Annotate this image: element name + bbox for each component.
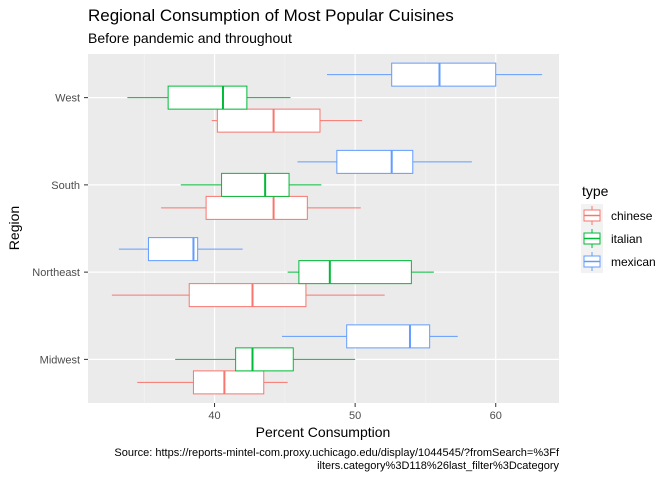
y-tick-label: Midwest [40,354,80,366]
legend-label-italian: italian [611,232,642,246]
box-layer [111,62,543,395]
iqr-box [188,283,307,308]
box-mexican-northeast [118,237,243,262]
box-chinese-northeast [111,283,385,308]
box-italian-west [127,85,291,110]
box-mexican-midwest [282,324,458,349]
box-italian-south [180,172,322,197]
box-italian-midwest [175,347,356,372]
legend-item-italian: italian [581,227,642,250]
legend-item-mexican: mexican [581,250,656,273]
axes: 40 50 60 Midwest Northeast South West [32,93,502,422]
iqr-box [167,85,248,110]
iqr-box [192,370,265,395]
iqr-box [205,195,308,220]
iqr-box [147,237,199,262]
y-tick-label: West [55,93,80,105]
y-axis-title: Region [6,206,22,250]
x-axis-title: Percent Consumption [256,424,391,440]
box-chinese-midwest [137,370,288,395]
box-italian-northeast [287,260,434,285]
legend-item-chinese: chinese [581,204,653,227]
caption-line-2: ilters.category%3D118%26last_filter%3Dca… [317,460,559,472]
legend-title: type [582,183,609,199]
chart-title: Regional Consumption of Most Popular Cui… [88,6,454,25]
iqr-box [235,347,294,372]
caption-line-1: Source: https://reports-mintel-com.proxy… [114,447,560,459]
x-tick-label: 40 [208,410,220,422]
iqr-box [336,149,414,174]
y-tick-label: South [51,180,80,192]
iqr-box [216,108,321,133]
iqr-box [221,172,290,197]
box-chinese-west [211,108,363,133]
plot-panel [88,54,559,403]
iqr-box [298,260,412,285]
chart-subtitle: Before pandemic and throughout [88,30,292,46]
legend: type chinese italian mexican [581,183,656,273]
box-mexican-west [327,62,543,87]
legend-label-mexican: mexican [611,255,656,269]
legend-label-chinese: chinese [611,209,653,223]
x-tick-label: 60 [490,410,502,422]
x-tick-label: 50 [349,410,361,422]
iqr-box [346,324,431,349]
box-mexican-south [297,149,472,174]
y-tick-label: Northeast [32,267,80,279]
iqr-box [391,62,497,87]
